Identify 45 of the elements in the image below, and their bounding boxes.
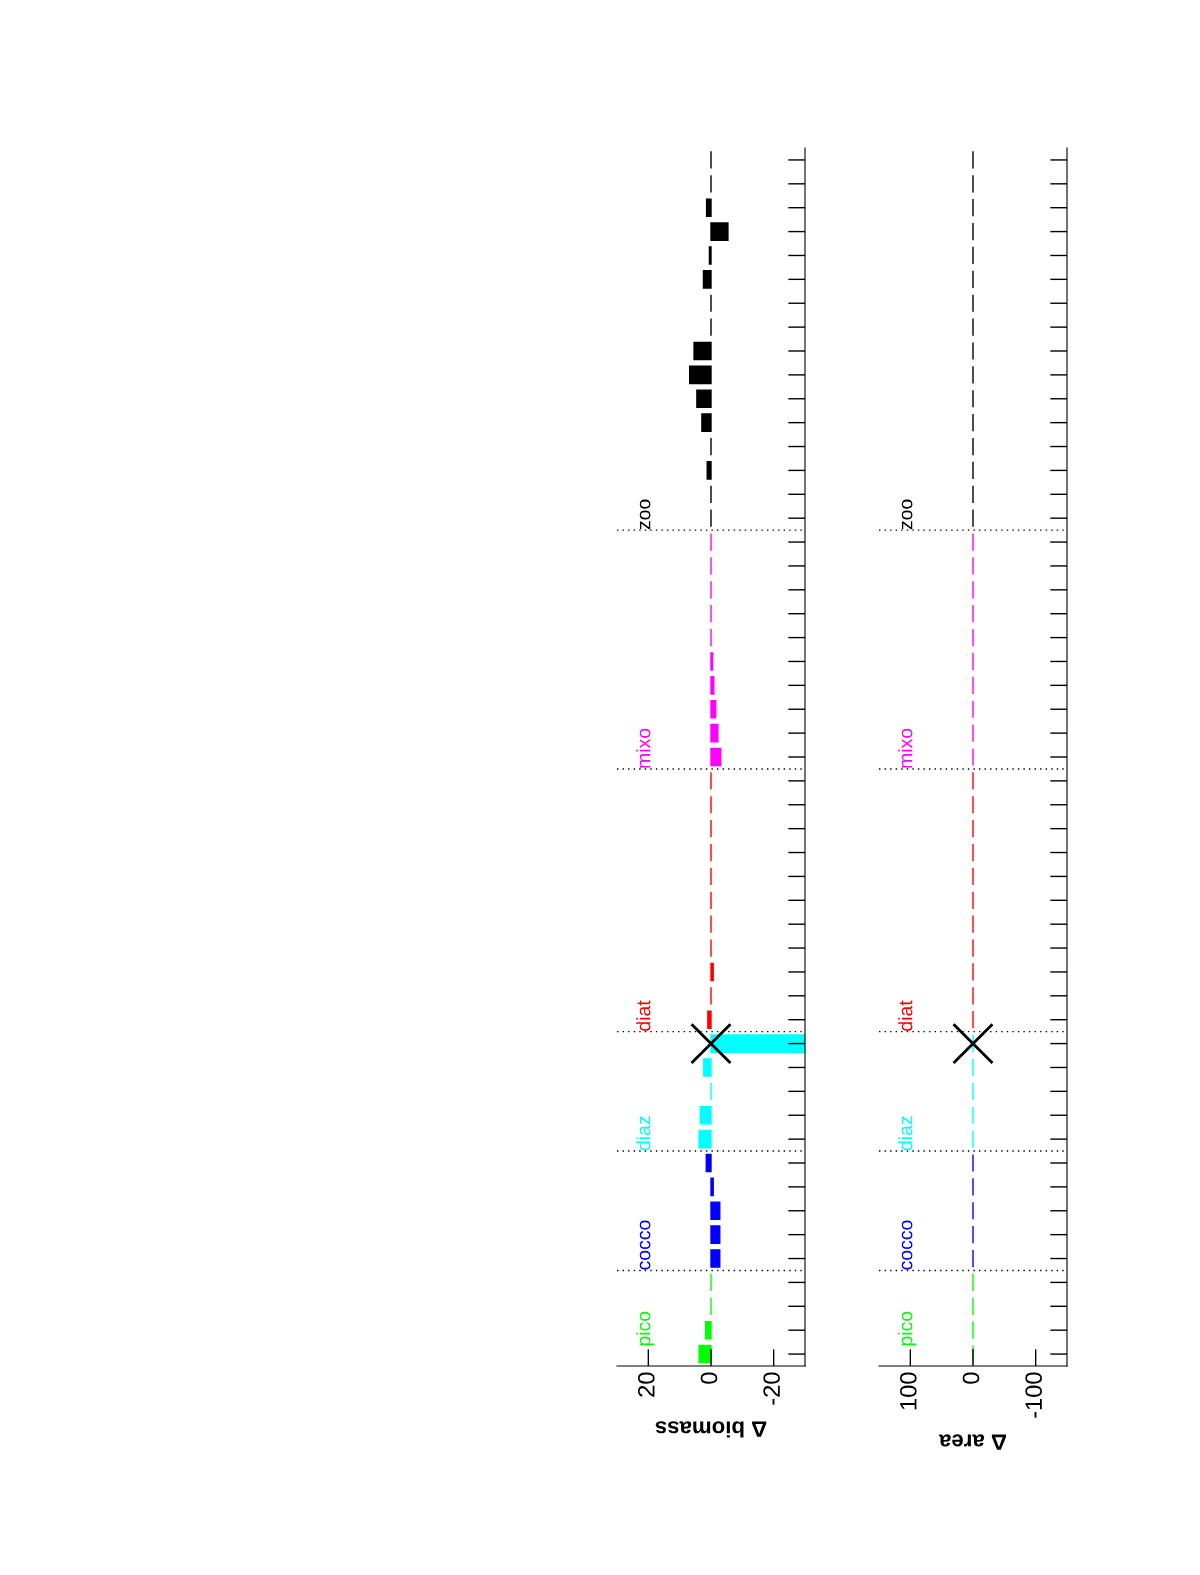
text: diaz [898,1116,913,1151]
text: cocco [901,1220,913,1270]
bar [710,676,715,695]
text: pico [636,1311,655,1346]
text: zoo [639,499,651,530]
bar [710,1225,721,1244]
bar [696,389,712,409]
text: diaz [636,1116,651,1151]
bar [706,461,712,480]
bar [710,1201,721,1221]
bar [699,1105,712,1125]
x-tick-label: 0 [962,1372,980,1384]
bar [710,723,719,743]
bar [698,1344,712,1364]
bar [705,198,712,217]
x-tick-label: 20 [637,1372,655,1397]
text: pico [898,1311,917,1346]
text: cocco [639,1220,651,1270]
text: diat [898,1000,913,1031]
bar [698,1129,712,1149]
bar [702,270,712,289]
bar [703,1058,712,1077]
x-tick-label: 100 [899,1372,917,1410]
x-axis-title: Δ area [938,1434,1007,1450]
bar [704,1320,712,1340]
bar [710,1034,805,1053]
bar [707,1010,712,1029]
x-tick-label: -20 [763,1372,780,1405]
x-tick-label: 0 [700,1372,718,1384]
x-axis-title: Δ biomass [655,1421,767,1438]
bar [710,962,714,982]
text: mixo [898,728,913,768]
text: zoo [901,499,913,530]
bar [701,413,712,432]
bar [688,365,712,385]
bar [710,222,729,241]
bar [710,1249,721,1268]
bar [693,341,712,361]
bar [710,747,722,767]
bar [710,699,717,719]
x-tick-label: -100 [1025,1372,1042,1418]
text: mixo [636,728,651,768]
bar [710,1177,714,1197]
text: diat [636,1000,651,1031]
bar [705,1153,712,1173]
